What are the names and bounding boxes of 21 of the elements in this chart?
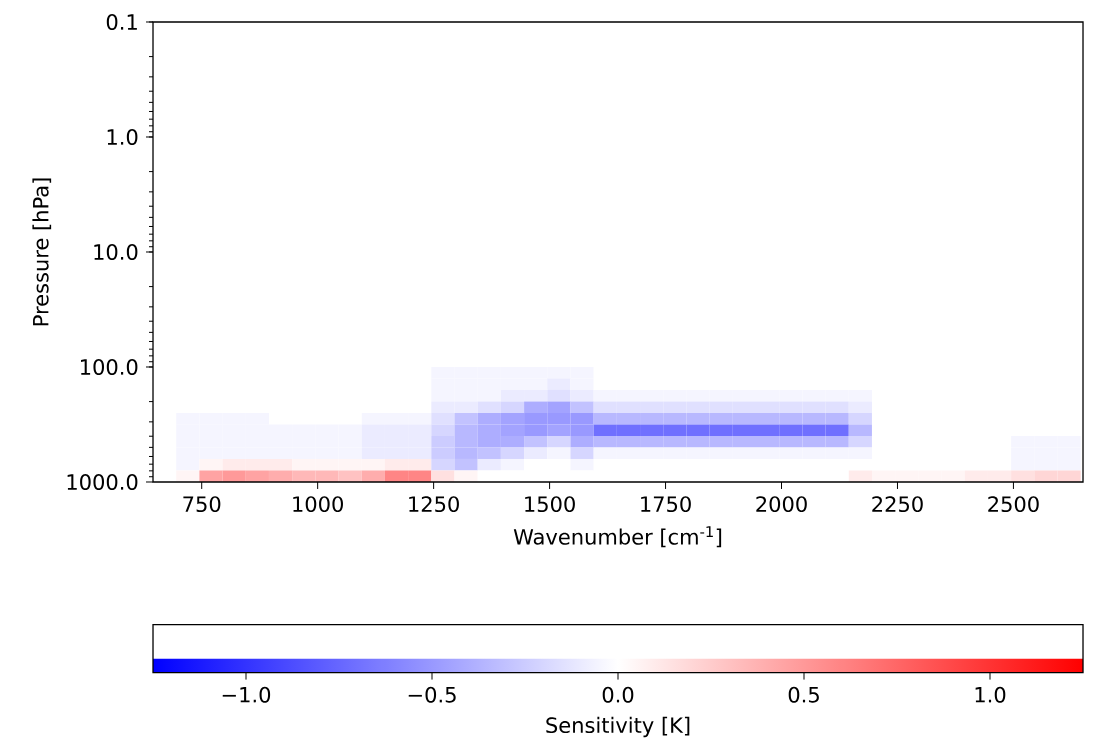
x-tick-label: 2000 — [756, 496, 807, 513]
y-tick-label: 0.1 — [106, 14, 137, 30]
x-tick-label: 750 — [183, 496, 221, 513]
y-axis-title: Pressure [hPa] — [32, 178, 52, 326]
x-tick-label: 2250 — [872, 496, 923, 513]
y-tick-label: 100.0 — [81, 359, 138, 375]
color-bar-label: 1.0 — [975, 686, 1006, 703]
x-tick-label: 1500 — [525, 496, 575, 513]
color-bar-title: Sensitivity [K] — [546, 716, 690, 738]
y-tick-label: 10.0 — [94, 244, 138, 260]
y-tick-label: 1.0 — [107, 129, 138, 145]
x-tick-label: 2500 — [988, 496, 1039, 513]
x-tick-label: 1750 — [641, 496, 691, 513]
color-bar-label: 0.5 — [788, 686, 819, 703]
x-axis-title: Wavenumber [cm$^{-1}$] — [513, 526, 722, 548]
color-bar-label: −0.5 — [408, 686, 456, 703]
color-bar-label: −1.0 — [222, 686, 271, 703]
x-tick-label: 1000 — [293, 496, 343, 513]
color-bar-label: 0.0 — [602, 686, 634, 703]
y-tick-label: 1000.0 — [67, 474, 138, 490]
x-tick-label: 1250 — [409, 496, 459, 513]
